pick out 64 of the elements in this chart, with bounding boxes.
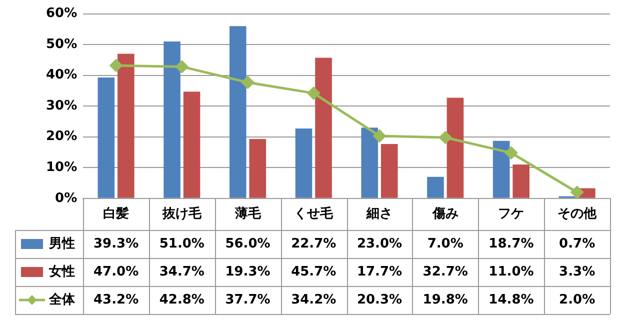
data-label: 34.2% (291, 292, 336, 308)
data-label: 0.7% (559, 236, 596, 252)
data-label: 20.3% (356, 292, 402, 308)
data-label: 11.0% (488, 264, 534, 280)
bar (229, 26, 246, 198)
bar (98, 77, 115, 198)
point (373, 130, 386, 142)
data-label: 19.8% (422, 292, 468, 308)
y-tick-label: 60% (46, 6, 78, 22)
data-label: 42.8% (159, 292, 204, 308)
bar (492, 140, 510, 198)
legend-label: 男性 (48, 236, 75, 252)
bar (446, 98, 464, 198)
bar (380, 144, 398, 198)
point (242, 76, 254, 89)
x-tick-label: 薄毛 (234, 206, 262, 222)
legend-label: 女性 (48, 264, 75, 280)
point (110, 59, 122, 72)
x-tick-label: フケ (498, 206, 524, 222)
legend-label: 全体 (48, 292, 76, 308)
y-tick-label: 40% (46, 68, 78, 83)
data-label: 3.3% (559, 264, 596, 280)
y-tick-label: 30% (46, 98, 78, 114)
data-label: 51.0% (159, 236, 204, 252)
x-tick-label: 傷み (431, 206, 458, 222)
bar (118, 54, 134, 198)
data-label: 37.7% (225, 292, 270, 308)
data-label: 14.8% (488, 292, 534, 308)
data-label: 56.0% (225, 236, 270, 252)
x-tick-label: 抜け毛 (161, 206, 202, 222)
data-label: 34.7% (159, 264, 204, 280)
bar (164, 41, 180, 198)
data-label: 23.0% (356, 236, 402, 252)
data-label: 18.7% (488, 236, 534, 252)
bar (183, 92, 200, 198)
bar (295, 128, 312, 198)
data-label: 32.7% (422, 264, 468, 280)
data-label: 39.3% (93, 236, 139, 252)
data-label: 19.3% (225, 264, 270, 280)
bar (249, 139, 266, 198)
x-tick-label: その他 (558, 206, 598, 222)
point (307, 86, 320, 100)
point (504, 146, 518, 160)
data-label: 43.2% (93, 292, 139, 308)
y-tick-label: 50% (46, 36, 78, 52)
data-label: 7.0% (427, 236, 464, 252)
y-tick-label: 20% (46, 129, 78, 144)
x-tick-label: くせ毛 (294, 206, 334, 222)
bar (315, 58, 332, 198)
point (570, 186, 584, 198)
y-tick-label: 0% (55, 190, 78, 206)
data-label: 17.7% (356, 264, 402, 280)
y-tick-label: 10% (46, 160, 78, 176)
data-label: 45.7% (291, 264, 336, 280)
data-label: 22.7% (291, 236, 336, 252)
x-tick-label: 細さ (365, 206, 392, 222)
data-label: 47.0% (93, 264, 139, 280)
bar (361, 128, 378, 198)
data-label: 2.0% (559, 292, 596, 308)
point (439, 131, 452, 144)
point (176, 60, 188, 73)
bar (427, 176, 444, 198)
bar (512, 164, 530, 198)
x-tick-label: 白髪 (103, 206, 130, 222)
